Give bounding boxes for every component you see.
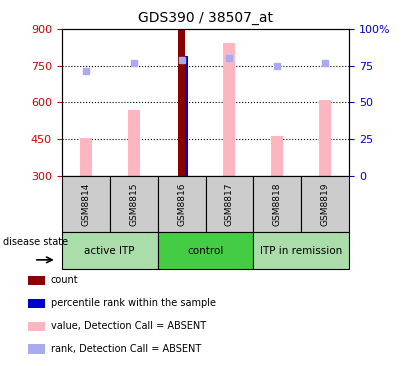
- Text: percentile rank within the sample: percentile rank within the sample: [51, 298, 216, 308]
- Bar: [157, 232, 254, 269]
- Text: count: count: [51, 276, 79, 285]
- Text: control: control: [187, 246, 224, 256]
- Text: active ITP: active ITP: [84, 246, 135, 256]
- Bar: [254, 176, 301, 232]
- Bar: [62, 176, 110, 232]
- Text: GSM8816: GSM8816: [177, 182, 186, 226]
- Bar: [157, 176, 206, 232]
- Text: disease state: disease state: [3, 236, 68, 247]
- Bar: [224, 43, 236, 176]
- Bar: [62, 232, 157, 269]
- Text: GSM8817: GSM8817: [225, 182, 234, 226]
- Text: ITP in remission: ITP in remission: [260, 246, 342, 256]
- Text: rank, Detection Call = ABSENT: rank, Detection Call = ABSENT: [51, 344, 201, 354]
- Text: GSM8814: GSM8814: [81, 182, 90, 226]
- Bar: [110, 176, 157, 232]
- Text: GSM8819: GSM8819: [321, 182, 330, 226]
- Bar: [80, 138, 92, 176]
- Bar: [28, 299, 45, 308]
- Bar: [271, 136, 284, 176]
- Bar: [178, 29, 185, 176]
- Bar: [28, 322, 45, 331]
- Bar: [127, 110, 140, 176]
- Bar: [254, 232, 349, 269]
- Bar: [185, 56, 189, 176]
- Text: GSM8815: GSM8815: [129, 182, 138, 226]
- Bar: [28, 276, 45, 285]
- Title: GDS390 / 38507_at: GDS390 / 38507_at: [138, 11, 273, 26]
- Text: value, Detection Call = ABSENT: value, Detection Call = ABSENT: [51, 321, 206, 331]
- Bar: [301, 176, 349, 232]
- Bar: [206, 176, 254, 232]
- Bar: [28, 344, 45, 354]
- Text: GSM8818: GSM8818: [273, 182, 282, 226]
- Bar: [319, 100, 331, 176]
